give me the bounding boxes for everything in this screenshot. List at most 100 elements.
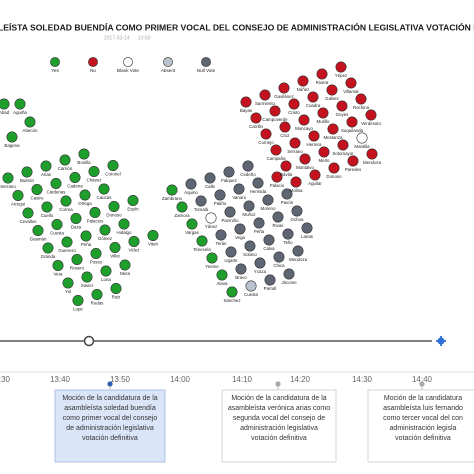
seat-name: Palacios	[87, 219, 104, 224]
timeline-tick: 14:00	[170, 375, 191, 384]
seat-name: Espín	[127, 207, 139, 212]
seat	[195, 195, 207, 207]
seat	[336, 100, 348, 112]
seat	[347, 155, 359, 167]
seat	[52, 259, 64, 271]
seat	[204, 172, 216, 184]
seat	[69, 172, 81, 184]
event-text: como primer vocal del consejo	[63, 415, 158, 422]
seat-name: Bayas	[240, 108, 253, 113]
seat-name: Aguilar	[308, 181, 322, 186]
seat-name: Yeeme	[205, 264, 219, 269]
timeline-tick: 14:30	[352, 375, 373, 384]
seat	[253, 217, 265, 229]
seat	[365, 109, 377, 121]
seat	[206, 252, 218, 264]
seat-name: Terán	[216, 241, 228, 246]
seat-name: Patiño	[214, 201, 227, 206]
seat-name: Yánez	[205, 224, 217, 229]
seat-name: Lanas	[301, 234, 314, 239]
seat-name: Sánchez	[223, 298, 240, 303]
seat-name: Bravo	[235, 275, 247, 280]
event-text: de administración legislativa	[66, 425, 154, 432]
seat	[234, 223, 246, 235]
seat	[243, 200, 255, 212]
seat	[107, 160, 119, 172]
seat-name: Herrera	[307, 142, 322, 147]
seat	[128, 236, 140, 248]
seat-name: Rivera	[316, 80, 329, 85]
seat	[12, 190, 24, 202]
seat-name: Mendoza	[363, 160, 382, 165]
seat	[226, 286, 238, 298]
seat	[260, 128, 272, 140]
event-text: Moción de la candidatura de la	[231, 395, 326, 402]
seat	[345, 77, 357, 89]
seat-name: Jácome	[281, 280, 297, 285]
seat	[61, 236, 73, 248]
seat	[290, 176, 302, 188]
seat	[127, 195, 139, 207]
seat-name: Moncayo	[295, 126, 313, 131]
seat-name: Pazmiño	[221, 218, 239, 223]
legend-swatch	[50, 57, 60, 67]
seat	[262, 194, 274, 206]
seat	[308, 130, 320, 142]
seat-name: Zamora	[174, 213, 190, 218]
settings-icon[interactable]	[436, 336, 446, 346]
seat	[301, 222, 313, 234]
seat-name: Ochoa	[291, 217, 304, 222]
seat	[59, 154, 71, 166]
seat-name: Cuesta	[244, 292, 258, 297]
seat	[250, 112, 262, 124]
seat-name: Solano	[243, 252, 257, 257]
seat-name: Correa	[59, 207, 73, 212]
seat-name: Cárdenas	[46, 190, 66, 195]
timeline-tick: 14:10	[232, 375, 253, 384]
seat-name: Campaña	[266, 156, 286, 161]
seat	[91, 288, 103, 300]
seat-name: Chávez	[87, 178, 102, 183]
seat	[273, 251, 285, 263]
seat-name: Villot	[110, 254, 120, 259]
seat-name: Calle	[205, 184, 216, 189]
seat-name: Rivas	[273, 223, 285, 228]
seat	[108, 201, 120, 213]
seat	[278, 82, 290, 94]
seat	[327, 123, 339, 135]
seat-name: Buitrón	[20, 178, 34, 183]
event-card[interactable]	[367, 389, 474, 463]
seat	[272, 211, 284, 223]
seat	[355, 93, 367, 105]
seat-name: Donoso	[326, 174, 342, 179]
seat	[252, 177, 264, 189]
seat	[110, 282, 122, 294]
seat-name: Moreno	[261, 206, 276, 211]
seat-name: Castro	[31, 196, 44, 201]
seat	[326, 84, 338, 96]
seat-name: Vanoni	[232, 195, 245, 200]
seat	[328, 162, 340, 174]
slider-knob[interactable]	[83, 335, 95, 347]
legend-label: No	[90, 68, 96, 73]
seat	[292, 245, 304, 257]
seat	[186, 218, 198, 230]
event-card[interactable]	[221, 389, 337, 463]
legend-swatch	[163, 57, 173, 67]
seat	[81, 271, 93, 283]
event-text: votación definitiva	[251, 435, 307, 442]
seat	[51, 219, 63, 231]
seat	[259, 89, 271, 101]
seat-name: Molina	[290, 188, 303, 193]
seat-name: Carrillo	[249, 124, 263, 129]
seat	[24, 116, 36, 128]
seat-name: Luna	[101, 277, 111, 282]
seat-name: Peña	[254, 229, 265, 234]
legend-swatch	[201, 57, 211, 67]
legend-label: Absent	[161, 68, 176, 73]
seat-name: Vega	[235, 235, 246, 240]
seat-name: Zambrano	[162, 196, 183, 201]
seat-name: Cedeño	[240, 172, 256, 177]
seat	[240, 96, 252, 108]
event-card[interactable]	[54, 389, 166, 463]
